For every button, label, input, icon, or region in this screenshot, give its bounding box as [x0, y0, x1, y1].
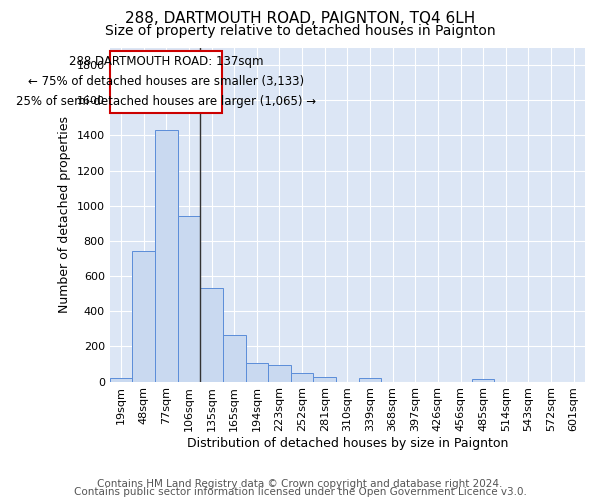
Text: Contains HM Land Registry data © Crown copyright and database right 2024.: Contains HM Land Registry data © Crown c…: [97, 479, 503, 489]
Bar: [472, 379, 494, 382]
Bar: [245, 363, 268, 382]
Text: 288, DARTMOUTH ROAD, PAIGNTON, TQ4 6LH: 288, DARTMOUTH ROAD, PAIGNTON, TQ4 6LH: [125, 11, 475, 26]
Y-axis label: Number of detached properties: Number of detached properties: [58, 116, 71, 313]
Bar: [200, 288, 223, 382]
Bar: [110, 378, 133, 382]
Bar: [178, 216, 200, 382]
Bar: [313, 377, 336, 382]
Bar: [155, 130, 178, 382]
Text: 288 DARTMOUTH ROAD: 137sqm
← 75% of detached houses are smaller (3,133)
25% of s: 288 DARTMOUTH ROAD: 137sqm ← 75% of deta…: [16, 56, 316, 108]
Bar: [268, 365, 291, 382]
Bar: [133, 252, 155, 382]
Bar: [223, 335, 245, 382]
Text: Size of property relative to detached houses in Paignton: Size of property relative to detached ho…: [104, 24, 496, 38]
Text: Contains public sector information licensed under the Open Government Licence v3: Contains public sector information licen…: [74, 487, 526, 497]
Bar: [359, 378, 382, 382]
X-axis label: Distribution of detached houses by size in Paignton: Distribution of detached houses by size …: [187, 437, 508, 450]
FancyBboxPatch shape: [110, 51, 223, 112]
Bar: [291, 373, 313, 382]
